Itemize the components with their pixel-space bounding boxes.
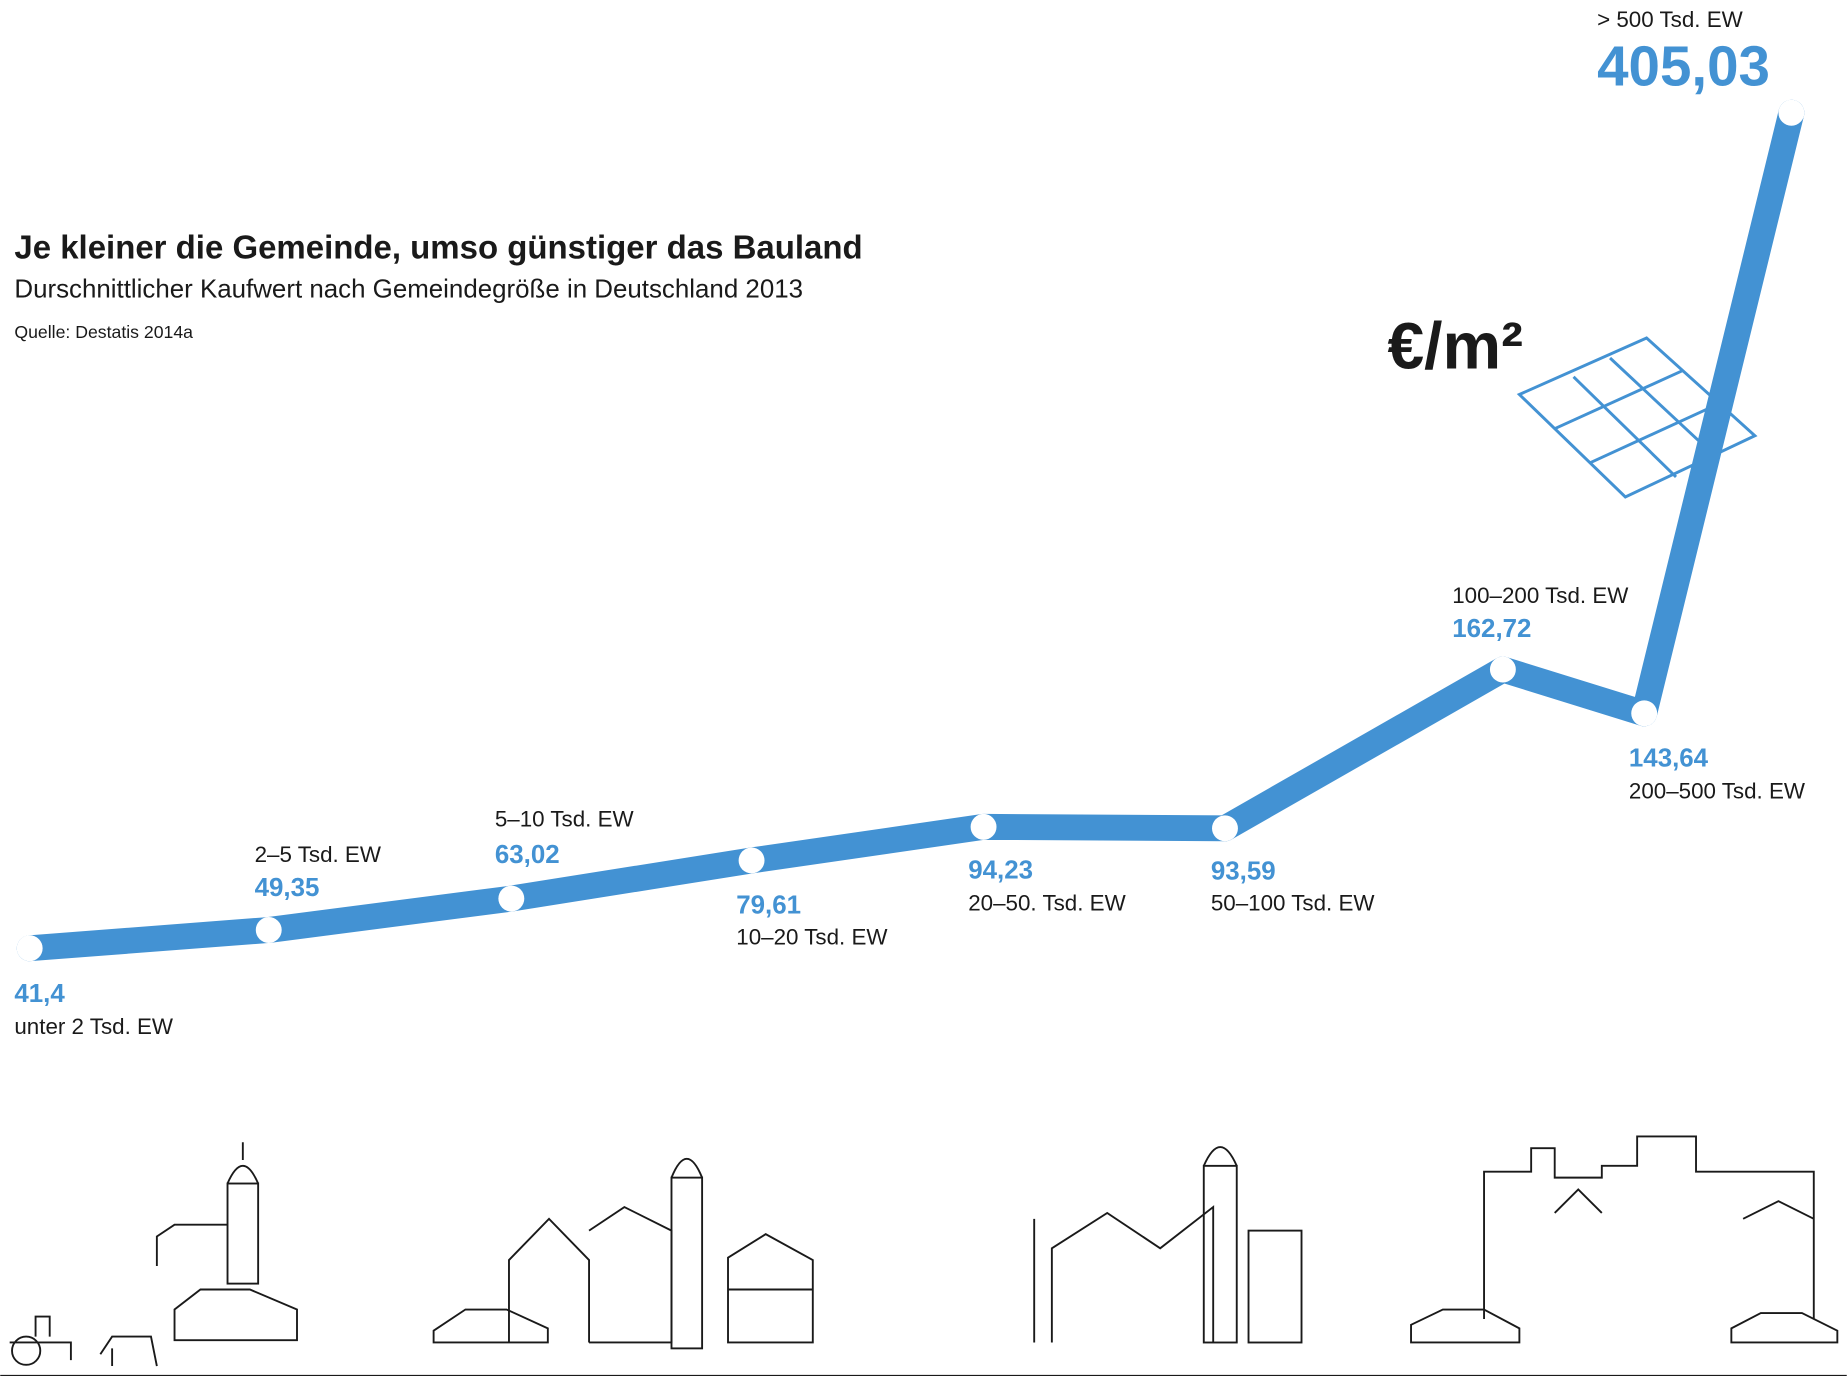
value-label: 143,64: [1629, 744, 1709, 772]
category-label: 10–20 Tsd. EW: [736, 924, 888, 949]
data-point: [1489, 656, 1516, 683]
value-label: 63,02: [495, 841, 560, 869]
category-label: 50–100 Tsd. EW: [1211, 890, 1376, 915]
data-point: [1778, 99, 1805, 126]
category-label: unter 2 Tsd. EW: [14, 1014, 174, 1039]
chart-title: Je kleiner die Gemeinde, umso günstiger …: [14, 228, 862, 265]
value-label: 93,59: [1211, 857, 1276, 885]
category-label: 2–5 Tsd. EW: [255, 842, 382, 867]
unit-label: €/m²: [1387, 308, 1523, 382]
category-label: 20–50. Tsd. EW: [968, 890, 1126, 915]
category-label: 200–500 Tsd. EW: [1629, 778, 1806, 803]
data-point: [1631, 700, 1658, 727]
category-label: 5–10 Tsd. EW: [495, 807, 635, 832]
data-point: [255, 917, 282, 943]
data-point: [16, 935, 43, 962]
data-point: [1212, 815, 1238, 842]
category-label: 100–200 Tsd. EW: [1452, 583, 1629, 608]
value-label: 41,4: [14, 980, 65, 1008]
chart-subtitle: Durschnittlicher Kaufwert nach Gemeindeg…: [14, 276, 803, 304]
data-point: [970, 813, 997, 840]
town-icons: [0, 1135, 1847, 1377]
value-label: 79,61: [736, 892, 801, 920]
value-label: 49,35: [255, 874, 320, 902]
data-point: [738, 847, 765, 874]
value-label: 405,03: [1597, 35, 1770, 98]
data-point: [498, 885, 525, 912]
value-label: 94,23: [968, 856, 1033, 884]
source: Quelle: Destatis 2014a: [14, 322, 193, 342]
category-label: > 500 Tsd. EW: [1597, 7, 1744, 32]
value-label: 162,72: [1452, 615, 1531, 643]
